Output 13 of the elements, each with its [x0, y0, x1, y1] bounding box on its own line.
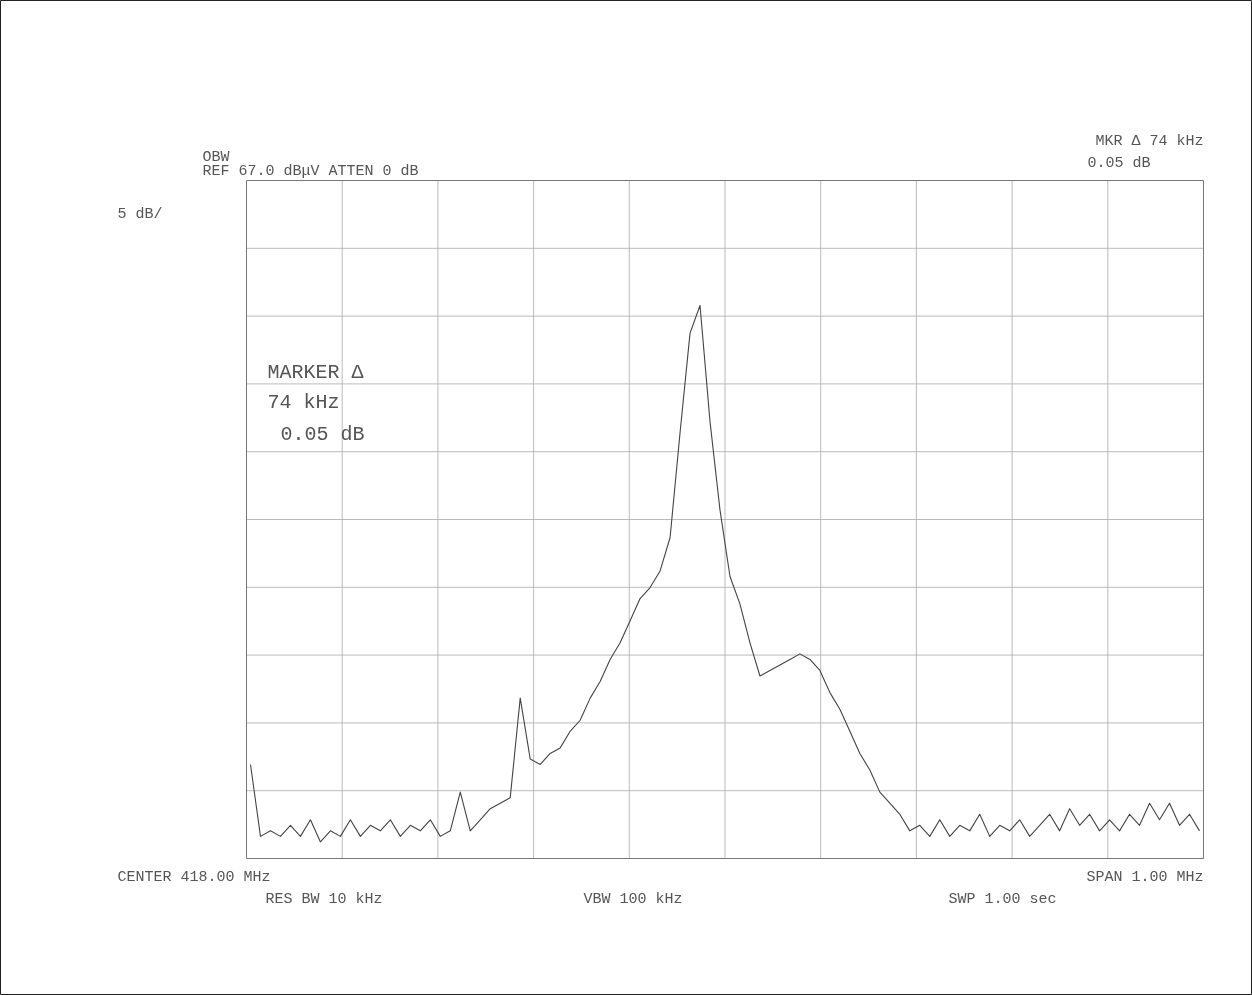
- text: OBW: [202, 149, 230, 166]
- text: VBW 100 kHz: [583, 891, 683, 908]
- text: MKR Δ 74 kHz: [1095, 133, 1204, 150]
- annotation: MARKER Δ: [267, 361, 364, 384]
- text: REF 67.0 dBμV ATTEN 0 dB: [202, 163, 419, 180]
- annotation: 0.05 dB: [280, 423, 365, 446]
- text: SPAN 1.00 MHz: [1086, 869, 1204, 886]
- annotation: 74 kHz: [267, 391, 340, 414]
- text: CENTER 418.00 MHz: [117, 869, 271, 886]
- text: SWP 1.00 sec: [948, 891, 1057, 908]
- text: RES BW 10 kHz: [265, 891, 383, 908]
- text: 5 dB/: [117, 206, 163, 223]
- text: 0.05 dB: [1087, 155, 1151, 172]
